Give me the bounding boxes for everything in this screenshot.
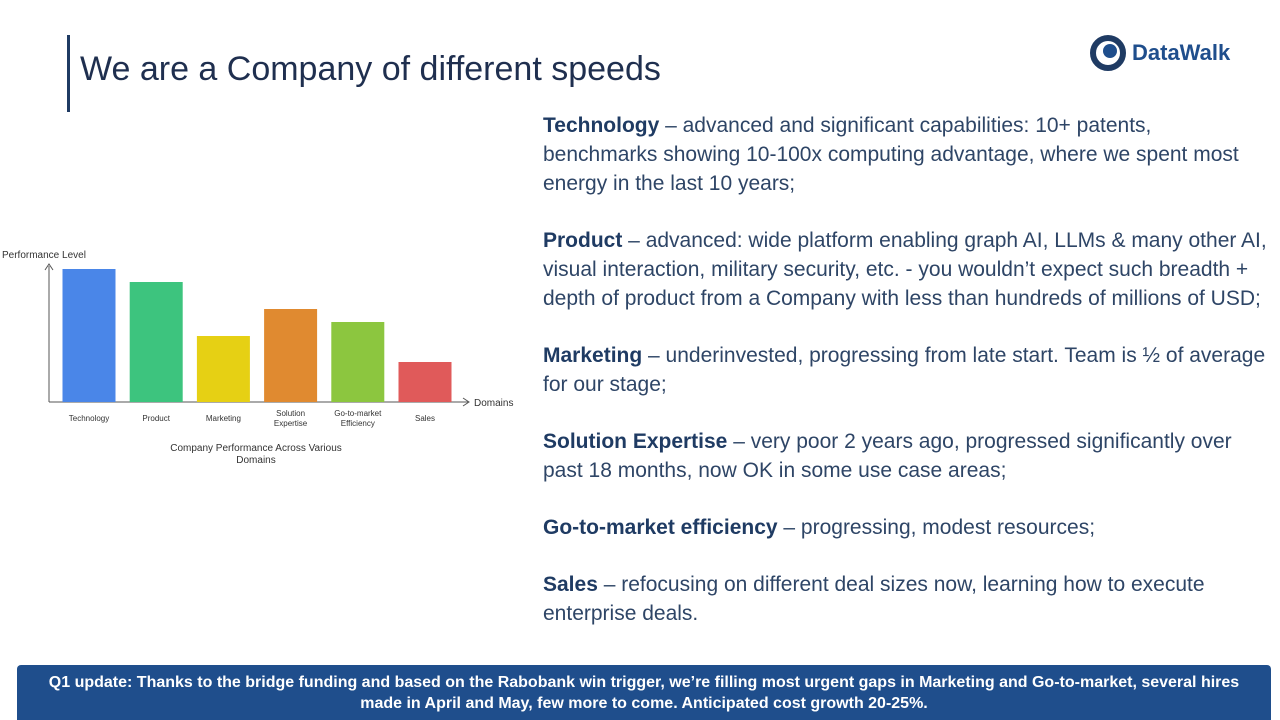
x-tick-label: Go-to-market Efficiency (334, 409, 382, 428)
x-tick-label: Product (142, 414, 170, 423)
point-text: – underinvested, progressing from late s… (543, 344, 1266, 396)
logo-icon (1090, 35, 1126, 71)
bar (129, 282, 183, 402)
bar (196, 336, 250, 402)
bar (398, 362, 452, 402)
x-arrow (462, 397, 470, 407)
point-text: – progressing, modest resources; (777, 516, 1096, 539)
bar (264, 309, 318, 402)
logo-text: DataWalk (1132, 40, 1231, 65)
point-text: – refocusing on different deal sizes now… (543, 573, 1205, 625)
point-text: – very poor 2 years ago, progressed sign… (543, 430, 1232, 482)
x-tick-label: Solution Expertise (273, 409, 308, 428)
y-arrow (44, 263, 54, 271)
title-accent (67, 35, 70, 112)
bar (62, 269, 116, 402)
point: Product – advanced: wide platform enabli… (543, 226, 1271, 313)
y-axis-label: Performance Level (2, 250, 86, 261)
point-heading: Technology (543, 114, 660, 137)
banner: Q1 update: Thanks to the bridge funding … (17, 665, 1271, 720)
x-tick-label: Marketing (205, 414, 241, 423)
point: Marketing – underinvested, progressing f… (543, 341, 1271, 399)
x-tick-label: Technology (68, 414, 110, 423)
point-text: – advanced: wide platform enabling graph… (543, 229, 1267, 310)
point-heading: Product (543, 229, 623, 252)
slide-title: We are a Company of different speeds (80, 50, 661, 88)
point-heading: Sales (543, 573, 598, 596)
point-text: – advanced and significant capabilities:… (543, 114, 1239, 195)
point: Go-to-market efficiency – progressing, m… (543, 513, 1271, 542)
point-heading: Marketing (543, 344, 643, 367)
chart: Performance Level Domains (2, 250, 513, 409)
banner-text: Q1 update: Thanks to the bridge funding … (48, 673, 1240, 712)
x-axis-label: Domains (474, 398, 513, 409)
x-tick-label: Sales (414, 414, 435, 423)
point-heading: Go-to-market efficiency (543, 516, 778, 539)
point: Sales – refocusing on different deal siz… (543, 570, 1271, 628)
chart-title: Company Performance Across Various Domai… (170, 443, 342, 466)
bar (331, 322, 385, 402)
point: Solution Expertise – very poor 2 years a… (543, 427, 1271, 485)
logo: DataWalk (1090, 35, 1230, 71)
point: Technology – advanced and significant ca… (543, 111, 1271, 198)
point-heading: Solution Expertise (543, 430, 728, 453)
points: Technology – advanced and significant ca… (543, 111, 1271, 656)
